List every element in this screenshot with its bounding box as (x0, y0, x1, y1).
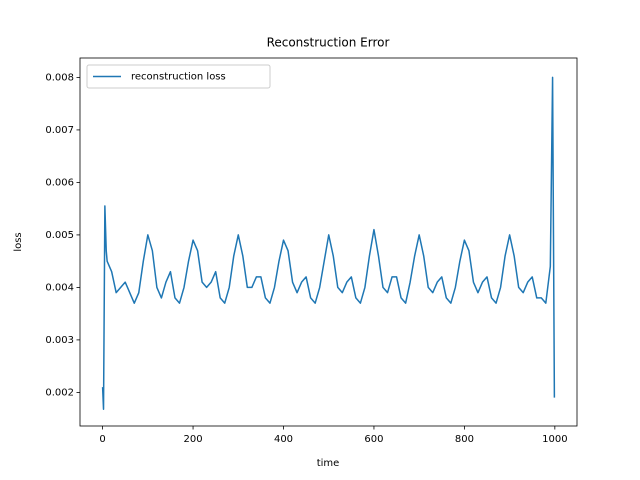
x-tick-label: 600 (364, 434, 383, 445)
data-line (101, 76, 556, 410)
y-tick-label: 0.002 (45, 387, 74, 398)
y-tick-label: 0.005 (45, 230, 74, 241)
x-tick-label: 200 (184, 434, 203, 445)
legend-box (86, 64, 271, 89)
y-tick-label: 0.007 (45, 125, 74, 136)
y-axis-label: loss (13, 232, 24, 251)
chart-title: Reconstruction Error (267, 36, 390, 50)
y-tick-label: 0.006 (45, 177, 74, 188)
y-tick-label: 0.004 (45, 282, 74, 293)
x-tick-label: 400 (274, 434, 293, 445)
y-tick-label: 0.008 (45, 72, 74, 83)
x-tick-label: 0 (99, 434, 105, 445)
axes-frame (79, 57, 578, 427)
x-axis-label: time (317, 458, 340, 469)
y-tick-label: 0.003 (45, 335, 74, 346)
legend-label: reconstruction loss (131, 72, 226, 83)
x-tick-label: 800 (455, 434, 474, 445)
x-tick-label: 1000 (542, 434, 567, 445)
